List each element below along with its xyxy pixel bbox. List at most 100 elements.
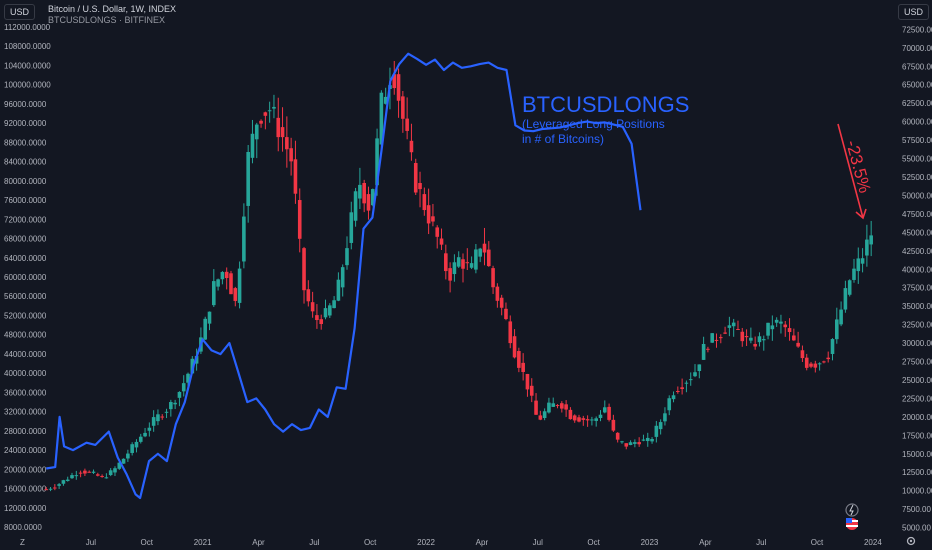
candle-body	[860, 258, 865, 264]
candle-body	[783, 324, 788, 328]
candle-body	[560, 403, 564, 409]
candle-body	[91, 471, 96, 473]
candle-body	[70, 475, 74, 479]
change-arrow	[837, 123, 864, 219]
candle-body	[865, 239, 869, 256]
us-flag-icon[interactable]	[846, 518, 858, 530]
candle-body	[826, 357, 831, 360]
time-axis[interactable]: Jul Oct 2021 Apr Jul Oct 2022 Apr Jul Oct 2023 Apr J…	[86, 538, 883, 547]
candle-body	[216, 279, 220, 287]
candle-body	[323, 308, 328, 318]
candle-body	[499, 297, 504, 308]
left-tick-label: 56000.0000	[4, 292, 47, 301]
candle-body	[53, 487, 57, 489]
candle-body	[495, 286, 500, 301]
candle-body	[276, 117, 281, 138]
candle-body	[280, 127, 285, 138]
candle-body	[246, 151, 250, 206]
left-tick-label: 40000.0000	[4, 369, 47, 378]
candle-body	[804, 357, 809, 368]
candle-body	[551, 403, 556, 407]
right-tick-label: 22500.00	[902, 394, 932, 403]
candle-body	[207, 311, 212, 324]
candle-body	[671, 395, 676, 400]
candle-body	[650, 438, 654, 442]
annotation-line2: in # of Bitcoins)	[522, 132, 604, 146]
candle-body	[645, 437, 650, 442]
candle-body	[847, 280, 852, 295]
indicator-subtitle[interactable]: BTCUSDLONGS · BITFINEX	[48, 15, 166, 25]
candle-body	[817, 363, 822, 365]
right-tick-label: 10000.00	[902, 487, 932, 496]
candle-body	[856, 258, 861, 272]
candle-body	[615, 432, 620, 440]
candle-body	[65, 479, 70, 481]
candle-body	[577, 417, 581, 422]
symbol-title[interactable]: Bitcoin / U.S. Dollar, 1W, INDEX	[48, 4, 177, 14]
time-tick-label: Jul	[533, 538, 543, 547]
candle-body	[418, 182, 422, 190]
candle-body	[585, 419, 590, 421]
left-tick-label: 76000.0000	[4, 196, 47, 205]
right-tick-label: 72500.00	[902, 25, 932, 34]
candle-body	[869, 235, 873, 245]
candle-body	[173, 402, 177, 405]
right-tick-label: 45000.00	[902, 228, 932, 237]
candle-body	[426, 205, 431, 224]
candle-body	[306, 289, 311, 302]
candle-body	[594, 418, 598, 421]
left-tick-label: 24000.0000	[4, 446, 47, 455]
candle-body	[358, 184, 362, 199]
candle-body	[688, 379, 693, 381]
left-tick-label: 80000.0000	[4, 177, 47, 186]
candle-body	[822, 361, 826, 363]
candle-body	[512, 336, 517, 358]
candle-body	[667, 398, 672, 411]
candle-body	[452, 262, 457, 275]
right-tick-label: 32500.00	[902, 321, 932, 330]
candle-body	[830, 339, 835, 354]
candle-body	[624, 443, 629, 447]
right-tick-label: 15000.00	[902, 450, 932, 459]
candle-body	[658, 422, 663, 430]
right-tick-label: 65000.00	[902, 81, 932, 90]
candle-body	[843, 288, 848, 310]
candle-body	[83, 470, 87, 474]
candle-body	[310, 302, 315, 312]
candle-body	[757, 336, 762, 343]
right-tick-label: 40000.00	[902, 265, 932, 274]
candle-body	[718, 337, 723, 339]
candle-body	[138, 436, 143, 442]
right-price-axis[interactable]: 72500.00 70000.00 67500.00 65000.00 62500.00…	[902, 25, 932, 532]
candle-body	[491, 268, 495, 288]
candle-body	[242, 216, 246, 262]
time-tick-label: Jul	[86, 538, 96, 547]
candle-body	[229, 273, 233, 295]
z-icon[interactable]: Z	[20, 538, 25, 547]
candle-body	[813, 363, 818, 368]
left-tick-label: 44000.0000	[4, 350, 47, 359]
left-axis-tag[interactable]: USD	[4, 4, 36, 20]
candle-body	[740, 331, 745, 342]
left-price-axis[interactable]: 112000.0000 108000.0000 104000.0000 100000.…	[4, 23, 51, 532]
candle-body	[731, 322, 736, 327]
candle-body	[143, 432, 147, 437]
right-axis-tag[interactable]: USD	[898, 4, 930, 20]
candle-body	[349, 212, 354, 243]
time-tick-label: 2022	[417, 538, 435, 547]
candle-body	[761, 339, 766, 341]
gear-icon[interactable]	[906, 536, 916, 546]
left-tick-label: 60000.0000	[4, 273, 47, 282]
left-tick-label: 108000.0000	[4, 42, 51, 51]
candle-body	[104, 477, 109, 479]
candle-body	[727, 325, 732, 328]
candle-body	[87, 471, 91, 473]
candle-body	[151, 417, 156, 426]
lightning-icon[interactable]	[845, 503, 859, 517]
candle-body	[134, 441, 139, 448]
candle-body	[293, 159, 298, 194]
longs-series-line	[46, 52, 642, 500]
candle-body	[478, 248, 482, 257]
candle-body	[448, 268, 452, 281]
